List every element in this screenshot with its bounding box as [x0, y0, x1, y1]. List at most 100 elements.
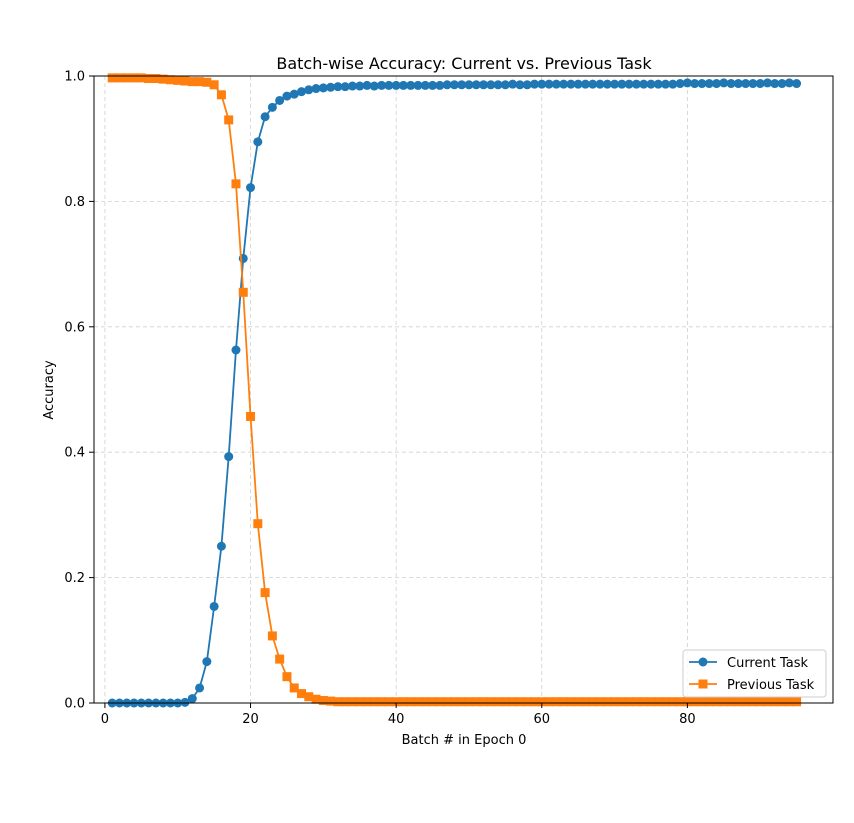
- data-point: [311, 84, 321, 94]
- legend-box: [682, 649, 827, 698]
- data-point: [340, 82, 350, 92]
- data-point: [122, 73, 132, 83]
- data-point: [202, 657, 212, 667]
- data-point: [777, 79, 787, 89]
- y-tick-label: 0.2: [64, 571, 85, 586]
- data-point: [391, 80, 401, 90]
- data-point: [253, 519, 263, 529]
- data-point: [755, 697, 765, 707]
- data-point: [195, 683, 205, 693]
- data-point: [413, 80, 423, 90]
- data-point: [697, 697, 707, 707]
- data-point: [253, 137, 263, 147]
- data-point: [668, 697, 678, 707]
- data-point: [340, 697, 350, 707]
- data-point: [267, 102, 277, 112]
- data-point: [151, 74, 161, 84]
- y-tick-label: 1.0: [64, 70, 85, 85]
- data-point: [770, 79, 780, 89]
- data-point: [275, 95, 285, 105]
- data-point: [362, 697, 372, 707]
- data-point: [129, 73, 139, 83]
- data-point: [209, 601, 219, 611]
- data-point: [639, 79, 649, 89]
- data-point: [544, 79, 554, 89]
- data-point: [675, 79, 685, 89]
- data-point: [712, 79, 722, 89]
- data-point: [195, 77, 205, 87]
- data-point: [304, 85, 314, 95]
- data-point: [420, 697, 430, 707]
- data-point: [369, 81, 379, 91]
- data-point: [398, 697, 408, 707]
- data-point: [114, 73, 124, 83]
- data-point: [231, 179, 241, 189]
- data-point: [566, 79, 576, 89]
- data-point: [347, 697, 357, 707]
- data-point: [690, 697, 700, 707]
- data-point: [158, 74, 168, 84]
- data-point: [333, 697, 343, 707]
- data-point: [282, 672, 292, 682]
- x-tick-label: 80: [679, 712, 696, 727]
- data-point: [457, 80, 467, 90]
- data-point: [267, 631, 277, 641]
- data-point: [216, 90, 226, 100]
- data-point: [246, 183, 256, 193]
- data-point: [260, 112, 270, 122]
- data-point: [537, 79, 547, 89]
- data-point: [493, 80, 503, 90]
- data-point: [653, 697, 663, 707]
- data-point: [580, 79, 590, 89]
- data-point: [748, 697, 758, 707]
- data-point: [624, 697, 634, 707]
- data-point: [202, 77, 212, 87]
- data-point: [755, 79, 765, 89]
- data-point: [311, 694, 321, 704]
- data-point: [500, 80, 510, 90]
- data-point: [748, 79, 758, 89]
- data-point: [391, 697, 401, 707]
- data-point: [187, 694, 197, 704]
- data-point: [209, 80, 219, 90]
- data-point: [777, 697, 787, 707]
- data-point: [180, 76, 190, 86]
- data-point: [770, 697, 780, 707]
- data-point: [260, 588, 270, 598]
- data-point: [486, 697, 496, 707]
- data-point: [697, 79, 707, 89]
- data-point: [406, 80, 416, 90]
- data-point: [602, 697, 612, 707]
- data-point: [646, 697, 656, 707]
- data-point: [639, 697, 649, 707]
- legend-label-current: Current Task: [727, 656, 808, 671]
- data-point: [304, 692, 314, 702]
- data-point: [741, 79, 751, 89]
- data-point: [559, 697, 569, 707]
- data-point: [617, 79, 627, 89]
- data-point: [733, 79, 743, 89]
- data-point: [602, 79, 612, 89]
- data-point: [289, 89, 299, 99]
- data-point: [661, 79, 671, 89]
- data-point: [384, 697, 394, 707]
- data-point: [712, 697, 722, 707]
- data-point: [457, 697, 467, 707]
- data-point: [384, 80, 394, 90]
- data-point: [289, 683, 299, 693]
- x-tick-label: 0: [101, 712, 109, 727]
- data-point: [464, 697, 474, 707]
- data-point: [238, 287, 248, 297]
- data-point: [726, 79, 736, 89]
- y-axis-label: Accuracy: [42, 360, 57, 420]
- chart-title: Batch-wise Accuracy: Current vs. Previou…: [276, 54, 652, 73]
- data-point: [231, 345, 241, 355]
- data-point: [559, 79, 569, 89]
- data-point: [704, 697, 714, 707]
- plot-frame: [93, 75, 834, 704]
- series-layer: [107, 73, 802, 708]
- data-point: [573, 697, 583, 707]
- legend-marker-current: [698, 657, 708, 667]
- data-point: [522, 697, 532, 707]
